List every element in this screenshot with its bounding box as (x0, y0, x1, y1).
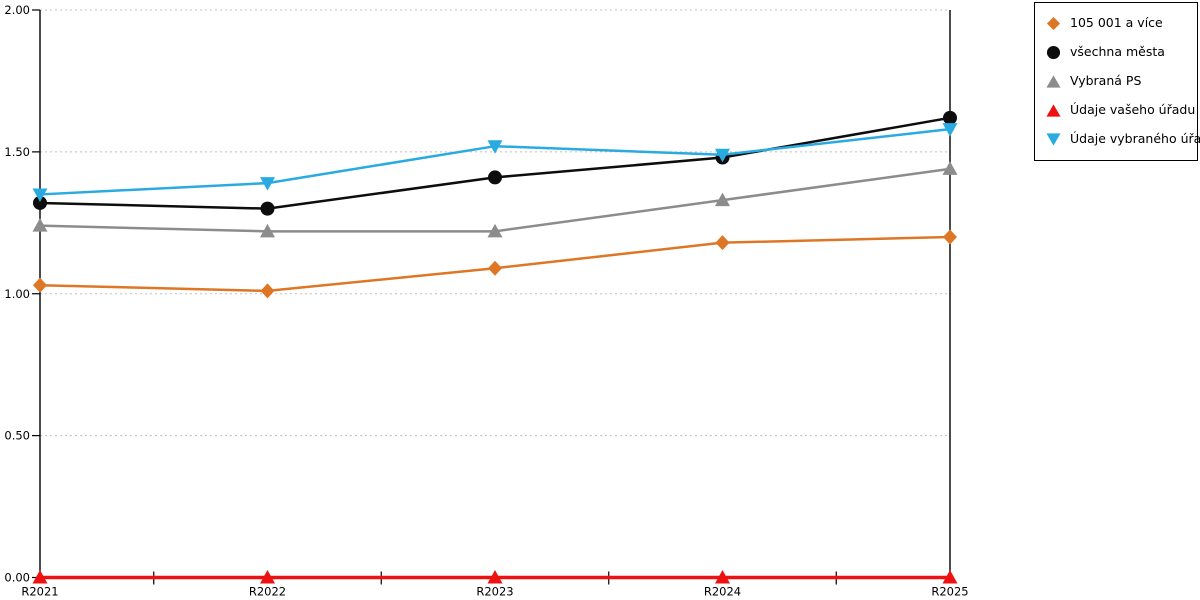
x-axis-label: R2022 (249, 585, 286, 599)
series-3-marker (487, 570, 503, 584)
legend-box: 105 001 a více všechna města Vybraná PS … (1034, 2, 1200, 161)
triangle-up-marker-icon (1046, 75, 1061, 88)
series-2-marker (487, 223, 503, 238)
y-tick-label: 2.00 (4, 3, 30, 17)
legend-label: všechna města (1070, 44, 1165, 60)
legend-label: Vybraná PS (1070, 73, 1142, 89)
y-tick-label: 1.00 (4, 287, 30, 301)
y-tick-label: 1.50 (4, 145, 30, 159)
series-1-marker (943, 110, 957, 125)
series-1-marker (260, 201, 275, 216)
series-2-marker (715, 192, 730, 207)
legend-label: Údaje vašeho úřadu (1070, 102, 1196, 118)
series-4-marker (32, 188, 48, 202)
series-4-marker (942, 123, 958, 137)
series-4-marker (260, 177, 275, 191)
series-2-marker (260, 223, 275, 238)
legend-item: Údaje vybraného úřadu (1046, 125, 1200, 154)
series-4-marker (715, 148, 730, 163)
series-2-marker (32, 218, 48, 232)
y-tick-label: 0.50 (4, 429, 30, 443)
series-2-marker (942, 161, 958, 175)
series-3-marker (715, 570, 730, 584)
series-3-marker (942, 570, 958, 584)
series-0-marker (260, 283, 275, 299)
series-0-marker (33, 277, 47, 293)
circle-marker-icon (1046, 45, 1061, 60)
legend-item: Vybraná PS (1046, 67, 1193, 96)
series-3-marker (32, 570, 48, 584)
x-axis-label: R2023 (476, 585, 513, 599)
legend-label: Údaje vybraného úřadu (1070, 131, 1200, 147)
series-0-marker (943, 229, 957, 245)
legend-label: 105 001 a více (1070, 15, 1163, 31)
legend-item: všechna města (1046, 38, 1193, 67)
series-4-line (39, 127, 951, 196)
legend-item: Údaje vašeho úřadu (1046, 96, 1196, 125)
series-1-marker (488, 170, 502, 185)
triangle-down-marker-icon (1046, 133, 1061, 146)
triangle-up-marker-icon (1046, 104, 1061, 117)
legend-item: 105 001 a více (1046, 9, 1193, 38)
x-axis-label: R2025 (931, 585, 968, 599)
series-0-marker (715, 235, 730, 251)
series-0-marker (488, 260, 502, 276)
series-3-marker (260, 570, 275, 584)
y-tick-label: 0.00 (4, 571, 30, 585)
diamond-marker-icon (1046, 16, 1061, 31)
x-axis-label: R2024 (704, 585, 741, 599)
series-1-line (39, 116, 951, 210)
series-4-marker (487, 140, 503, 154)
x-axis-label: R2021 (21, 585, 58, 599)
series-1-marker (33, 195, 47, 210)
